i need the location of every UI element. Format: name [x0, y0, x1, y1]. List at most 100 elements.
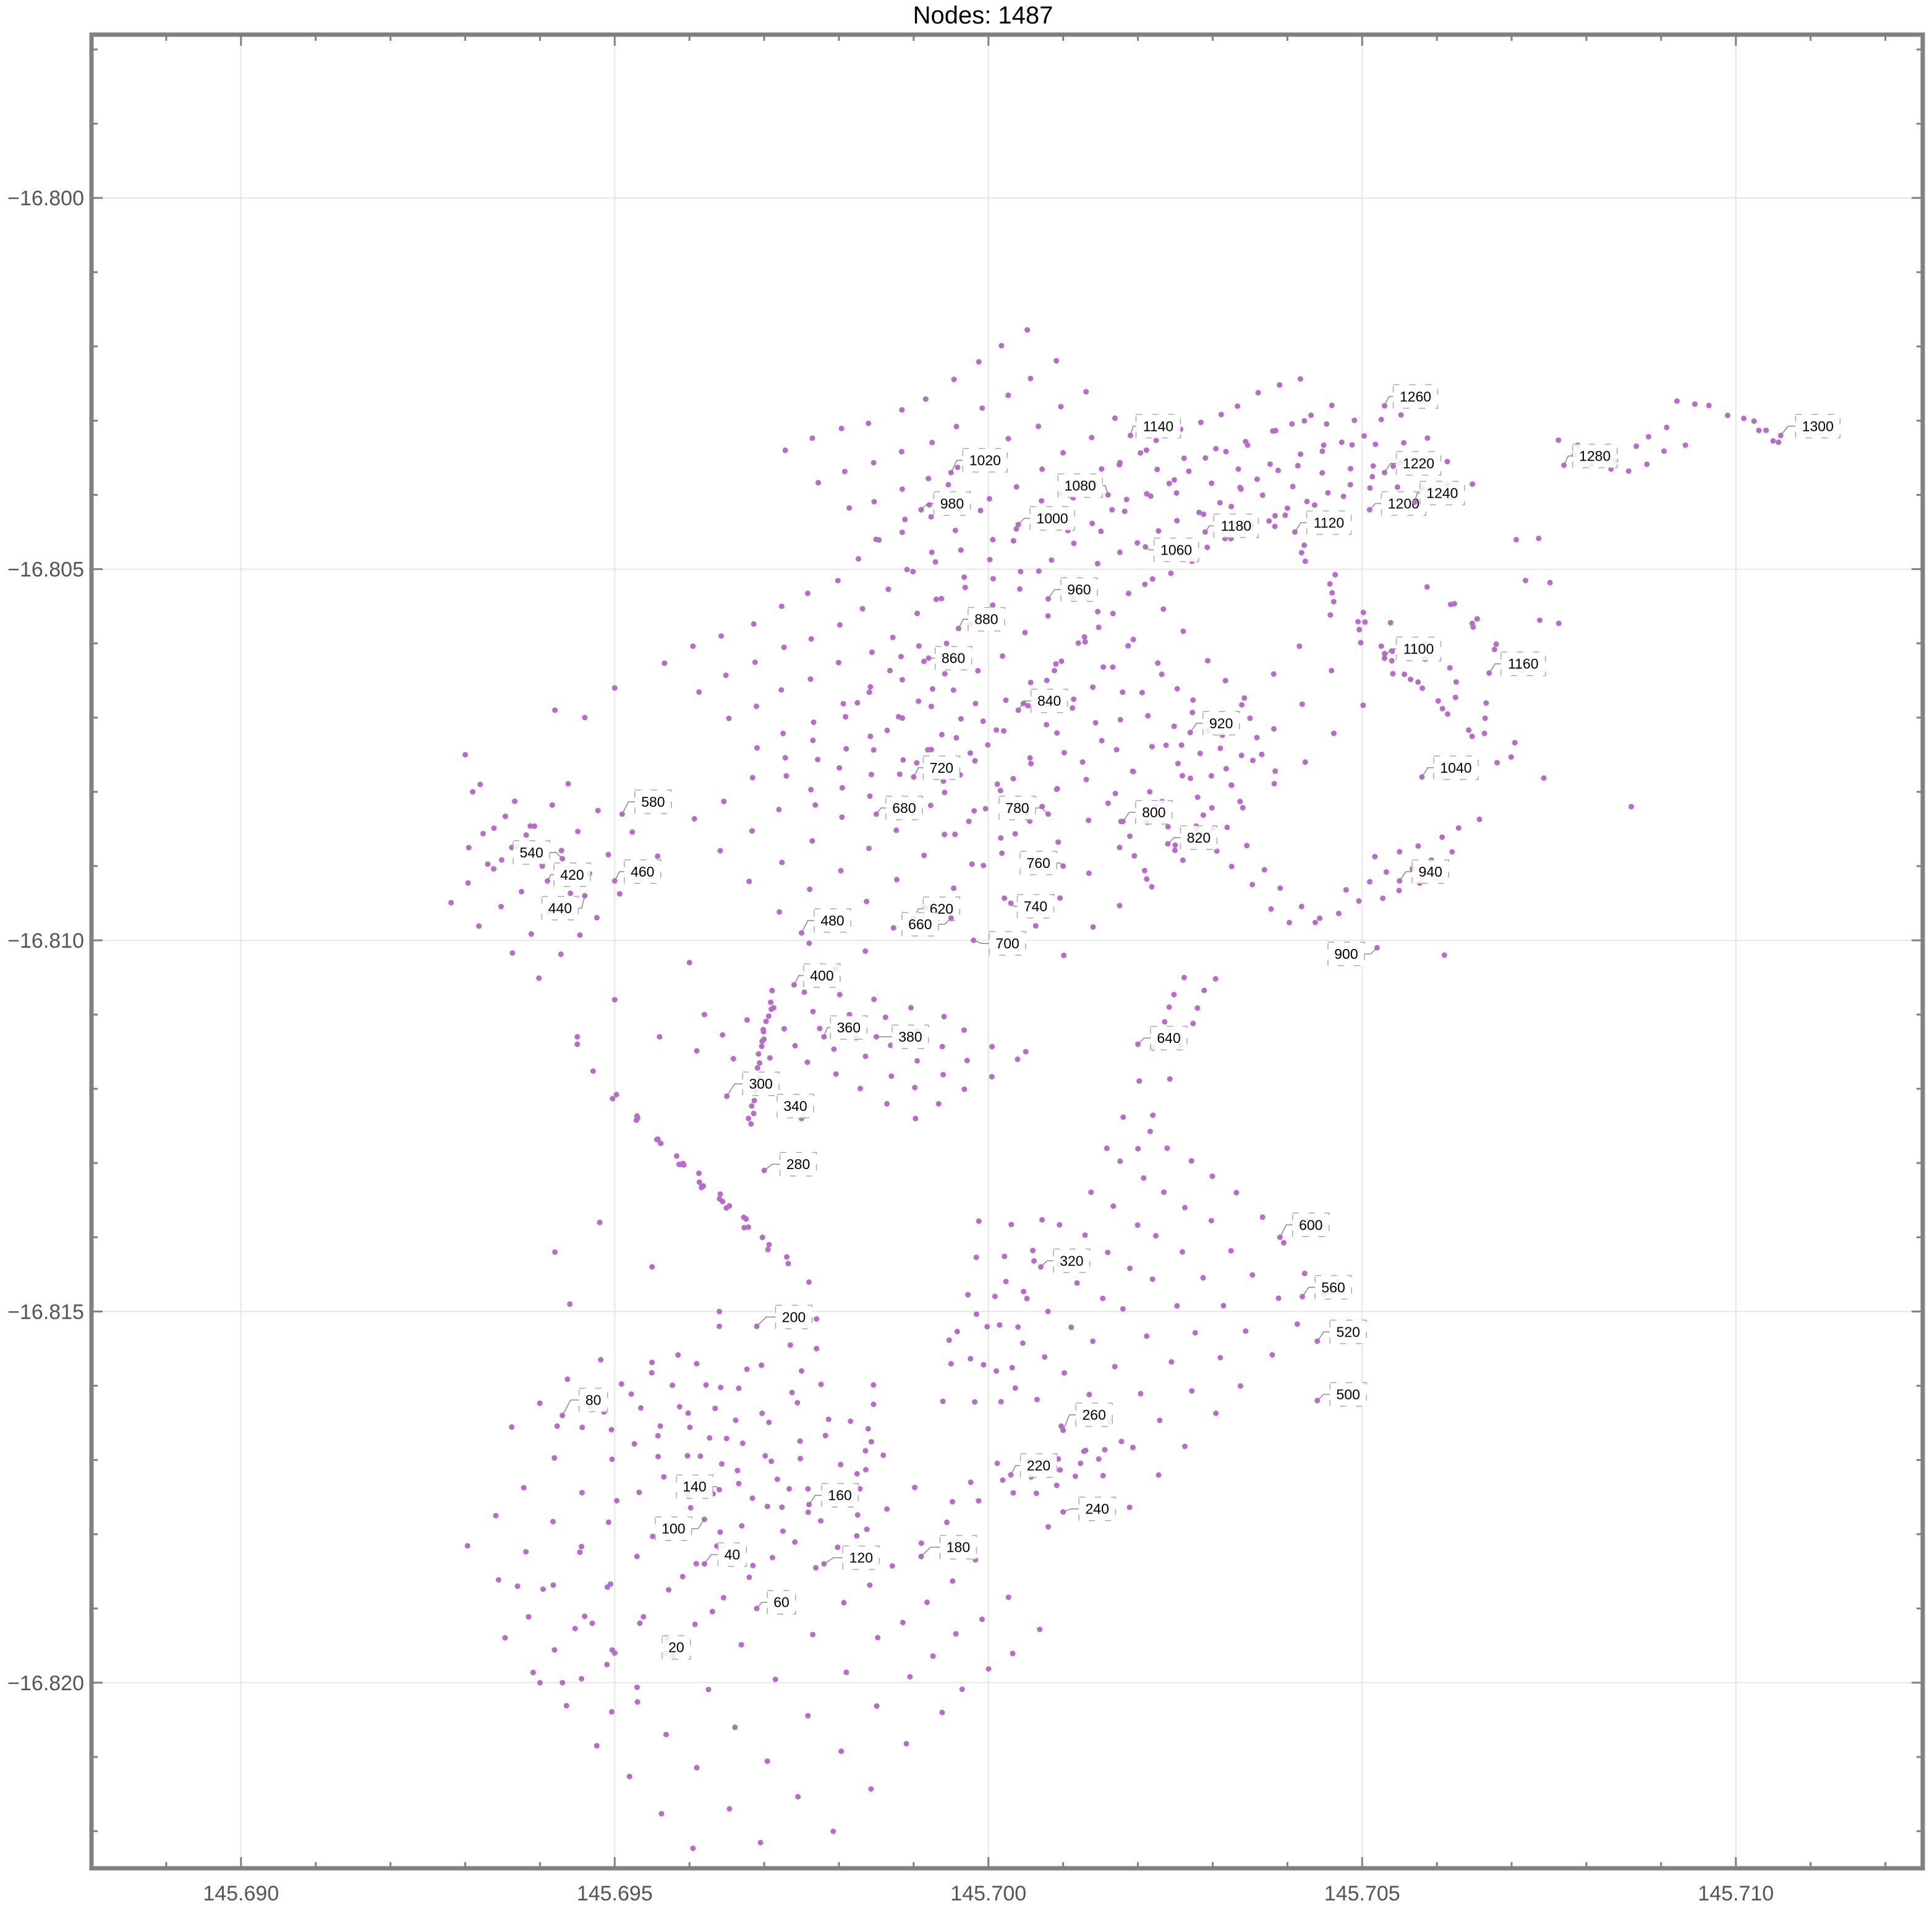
label-leader-line	[809, 1494, 822, 1505]
node-label-text: 580	[641, 794, 665, 810]
node-point	[736, 1385, 742, 1392]
node-label-text: 780	[1005, 800, 1029, 816]
node-point	[1178, 742, 1185, 748]
node-point	[1155, 1472, 1162, 1478]
node-point	[726, 1203, 733, 1209]
node-point	[1223, 449, 1229, 454]
label-leader-line	[1063, 1508, 1079, 1513]
label-box	[1411, 859, 1449, 884]
node-point	[1144, 1333, 1150, 1339]
node-point	[1299, 701, 1305, 707]
node-point	[1157, 1418, 1163, 1423]
node-point	[1039, 466, 1045, 472]
node-point	[1200, 1275, 1206, 1281]
node-point	[549, 802, 555, 808]
node-label-text: 1000	[1037, 511, 1068, 527]
node-label-1000: 1000	[1015, 506, 1075, 531]
node-point	[574, 1041, 581, 1047]
label-leader-line	[1384, 396, 1394, 406]
node-point	[448, 900, 454, 906]
node-point	[899, 677, 905, 683]
node-point	[726, 1806, 733, 1812]
node-point	[1202, 455, 1209, 461]
node-point	[1112, 1364, 1118, 1370]
node-point	[579, 1544, 585, 1550]
node-point	[958, 547, 964, 553]
node-point	[980, 718, 986, 725]
node-point	[537, 1400, 543, 1406]
node-point	[1142, 581, 1148, 587]
node-label-800: 800	[1120, 800, 1173, 825]
node-point	[685, 1410, 691, 1416]
node-point	[1476, 816, 1483, 822]
label-leader-line	[973, 940, 990, 944]
node-label-160: 160	[806, 1483, 859, 1508]
node-point	[926, 475, 932, 482]
node-point	[1061, 750, 1067, 755]
label-box	[901, 912, 939, 937]
node-label-text: 240	[1085, 1501, 1109, 1517]
node-point	[964, 1057, 970, 1063]
node-point	[1240, 805, 1246, 810]
node-point	[769, 987, 775, 993]
node-point	[781, 1026, 787, 1032]
node-point	[841, 1599, 847, 1606]
node-point	[890, 925, 896, 931]
node-point	[1243, 1328, 1249, 1334]
node-point	[867, 1582, 873, 1588]
node-label-text: 420	[560, 867, 584, 883]
node-point	[579, 1675, 585, 1682]
node-label-text: 460	[631, 864, 654, 880]
node-label-20: 20	[662, 1635, 691, 1660]
node-point	[750, 1562, 756, 1568]
node-point	[1387, 619, 1394, 626]
node-point	[754, 704, 759, 709]
node-point	[1071, 540, 1077, 547]
node-point	[628, 1391, 634, 1397]
node-point	[1171, 723, 1177, 730]
node-label-320: 320	[1037, 1248, 1091, 1274]
node-point	[1271, 726, 1277, 732]
node-point	[752, 659, 758, 665]
node-point	[1267, 461, 1273, 467]
node-label-text: 220	[1027, 1458, 1050, 1474]
node-point	[1419, 685, 1426, 691]
node-point	[965, 1291, 971, 1298]
node-point	[634, 1113, 640, 1119]
node-point	[884, 727, 890, 733]
node-label-text: 320	[1060, 1253, 1083, 1269]
label-leader-line	[1421, 767, 1434, 778]
node-point	[1284, 505, 1290, 511]
node-point	[903, 1741, 909, 1746]
node-point	[809, 838, 815, 844]
node-point	[1298, 550, 1304, 556]
node-point	[746, 1574, 752, 1580]
node-label-900: 900	[1327, 942, 1380, 966]
node-point	[1415, 679, 1421, 685]
node-label-500: 500	[1314, 1382, 1367, 1407]
label-box	[922, 755, 961, 780]
node-point	[810, 738, 816, 744]
node-point	[1259, 1214, 1266, 1220]
node-point	[972, 758, 978, 764]
node-point	[532, 823, 537, 829]
node-point	[1044, 721, 1050, 728]
chart-title: Nodes: 1487	[913, 2, 1053, 29]
node-point	[1120, 1114, 1126, 1120]
node-point	[1301, 418, 1308, 424]
node-point	[1110, 610, 1116, 616]
node-label-1080: 1080	[1057, 473, 1111, 498]
node-point	[1235, 403, 1241, 409]
node-point	[1481, 730, 1487, 736]
node-point	[997, 788, 1003, 794]
label-box	[1202, 711, 1240, 736]
node-point	[1209, 480, 1215, 487]
node-point	[1763, 427, 1769, 433]
node-point	[1031, 1258, 1037, 1264]
node-point	[720, 1198, 726, 1204]
label-leader-line	[1384, 648, 1397, 659]
node-point	[1105, 800, 1111, 806]
label-box	[885, 796, 923, 820]
node-point	[862, 1466, 869, 1473]
node-point	[1090, 684, 1096, 690]
